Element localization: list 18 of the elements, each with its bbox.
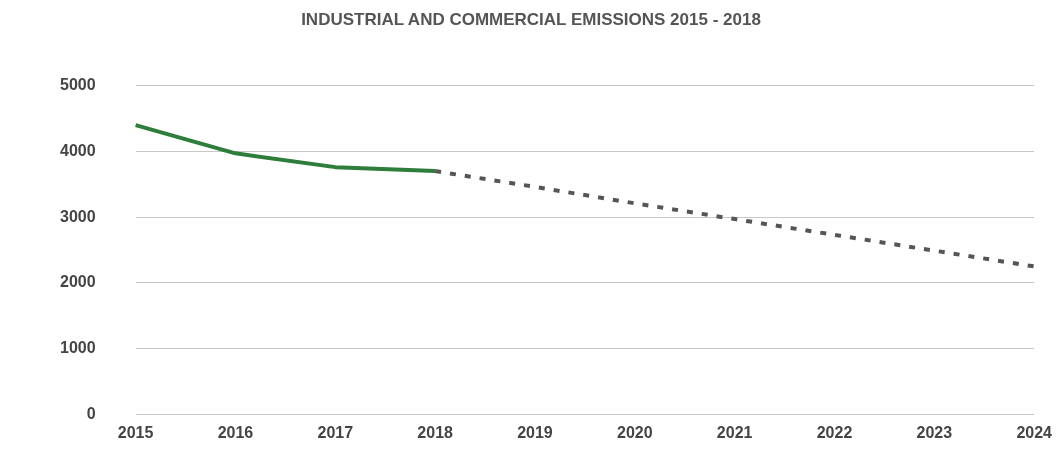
x-tick-label: 2024 (1016, 424, 1053, 442)
y-tick-label: 1000 (60, 339, 96, 357)
x-tick-label: 2018 (417, 424, 454, 442)
y-tick-label: 0 (86, 404, 96, 422)
x-tick-label: 2017 (317, 424, 354, 442)
x-tick-label: 2016 (217, 424, 254, 442)
y-tick-label: 3000 (60, 207, 96, 225)
y-tick-label: 5000 (60, 76, 96, 94)
y-tick-label: 4000 (60, 141, 96, 159)
x-tick-label: 2019 (517, 424, 553, 442)
y-tick-label: 2000 (60, 273, 96, 291)
x-tick-label: 2022 (816, 424, 853, 442)
x-tick-label: 2015 (117, 424, 154, 442)
x-tick-label: 2020 (617, 424, 653, 442)
x-tick-label: 2021 (716, 424, 753, 442)
line-series (433, 169, 1037, 269)
x-tick-label: 2023 (916, 424, 953, 442)
chart-title: INDUSTRIAL AND COMMERCIAL EMISSIONS 2015 - 2018 (300, 10, 762, 31)
